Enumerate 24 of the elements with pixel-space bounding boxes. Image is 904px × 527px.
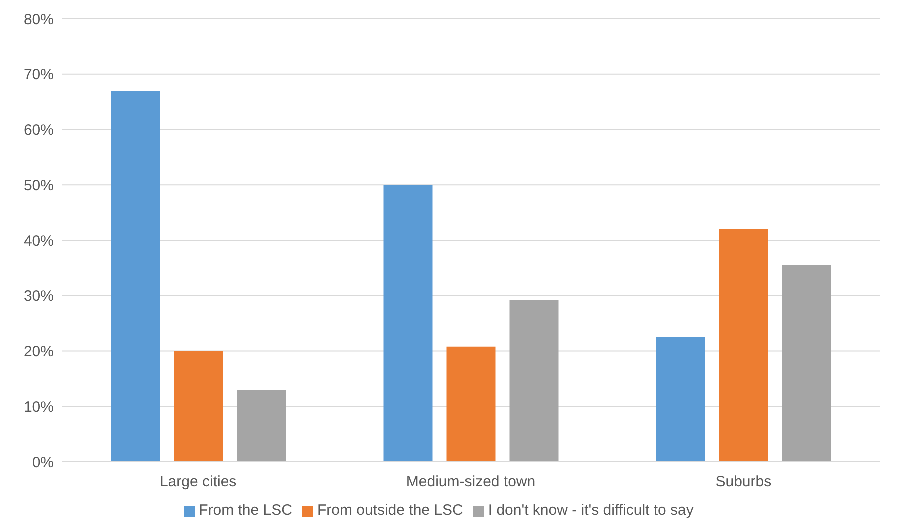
bar <box>384 185 433 462</box>
legend-label: I don't know - it's difficult to say <box>488 502 694 519</box>
bar <box>719 229 768 462</box>
bar <box>237 390 286 462</box>
y-tick-label: 10% <box>24 398 54 416</box>
x-tick-label: Medium-sized town <box>406 474 536 491</box>
y-tick-label: 50% <box>24 177 54 194</box>
bar <box>782 265 832 462</box>
bar <box>174 351 224 462</box>
y-tick-label: 20% <box>24 344 54 361</box>
y-tick-label: 70% <box>24 66 54 84</box>
bar <box>510 300 559 462</box>
y-tick-label: 30% <box>24 288 54 306</box>
bar <box>446 346 496 462</box>
x-tick-label: Large cities <box>160 474 237 491</box>
bar <box>656 337 706 462</box>
x-tick-label: Suburbs <box>716 474 772 491</box>
y-tick-label: 0% <box>32 454 54 472</box>
legend-label: From outside the LSC <box>317 502 464 519</box>
y-tick-label: 40% <box>24 232 54 250</box>
legend-label: From the LSC <box>199 502 292 519</box>
bar <box>111 90 160 462</box>
y-tick-label: 60% <box>24 122 54 140</box>
y-tick-label: 80% <box>24 11 54 28</box>
